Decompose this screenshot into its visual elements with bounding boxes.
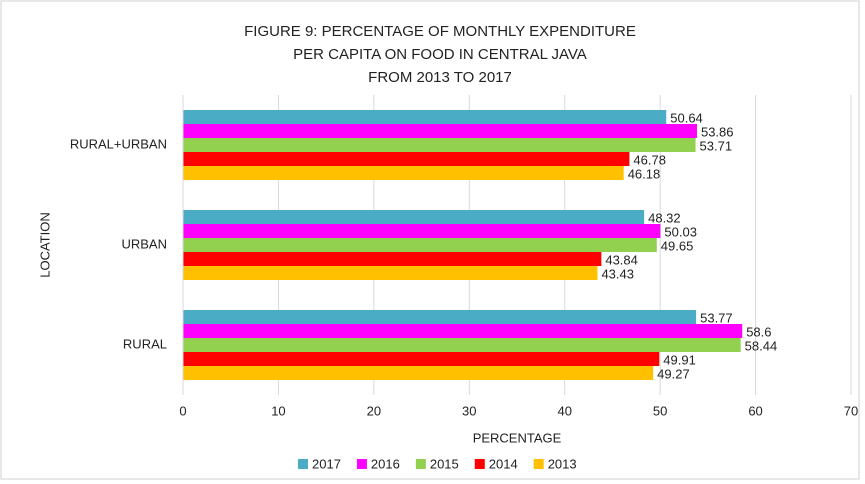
value-label: 46.78 — [633, 152, 666, 167]
x-axis-label: PERCENTAGE — [473, 430, 562, 445]
y-tick-label: URBAN — [121, 236, 167, 251]
bar — [183, 266, 598, 280]
value-label: 53.86 — [701, 124, 734, 139]
value-label: 49.91 — [663, 352, 696, 367]
bar — [183, 138, 696, 152]
bar — [183, 366, 654, 380]
legend-swatch — [474, 459, 485, 469]
bar — [183, 110, 667, 124]
bar — [183, 166, 624, 180]
x-tick-label: 70 — [844, 403, 858, 418]
legend-label: 2017 — [312, 456, 341, 471]
legend-label: 2014 — [489, 456, 518, 471]
value-label: 46.18 — [628, 166, 661, 181]
x-tick-label: 40 — [557, 403, 571, 418]
bar — [183, 152, 630, 166]
value-label: 48.32 — [648, 210, 681, 225]
x-tick-label: 20 — [367, 403, 381, 418]
x-tick-label: 30 — [462, 403, 476, 418]
x-tick-label: 10 — [271, 403, 285, 418]
x-tick-label: 0 — [179, 403, 186, 418]
legend-swatch — [298, 459, 308, 469]
bar — [183, 352, 660, 366]
value-label: 43.43 — [601, 266, 634, 281]
bar — [183, 210, 645, 224]
bar — [183, 238, 657, 252]
value-label: 43.84 — [605, 252, 638, 267]
value-label: 58.44 — [745, 338, 778, 353]
x-tick-label: 60 — [748, 403, 762, 418]
y-axis-label: LOCATION — [37, 212, 52, 278]
bar — [183, 224, 661, 238]
x-tick-label: 50 — [653, 403, 667, 418]
bar — [183, 124, 697, 138]
value-label: 58.6 — [746, 324, 771, 339]
legend-swatch — [356, 459, 367, 469]
y-tick-label: RURAL+URBAN — [70, 136, 167, 151]
value-label: 49.65 — [661, 238, 694, 253]
legend-label: 2016 — [371, 456, 400, 471]
value-label: 49.27 — [657, 366, 690, 381]
legend-swatch — [415, 459, 426, 469]
bar — [183, 252, 602, 266]
chart-title: FIGURE 9: PERCENTAGE OF MONTHLY EXPENDIT… — [244, 23, 636, 40]
y-tick-label: RURAL — [123, 336, 167, 351]
value-label: 53.71 — [700, 138, 733, 153]
legend-label: 2013 — [548, 456, 577, 471]
value-label: 50.64 — [670, 110, 703, 125]
legend-label: 2015 — [430, 456, 459, 471]
bar — [183, 310, 697, 324]
value-label: 50.03 — [664, 224, 697, 239]
bar — [183, 338, 741, 352]
chart-title: PER CAPITA ON FOOD IN CENTRAL JAVA — [293, 46, 587, 63]
chart-title: FROM 2013 TO 2017 — [368, 69, 512, 86]
legend-swatch — [533, 459, 544, 469]
bar — [183, 324, 743, 338]
value-label: 53.77 — [700, 310, 733, 325]
